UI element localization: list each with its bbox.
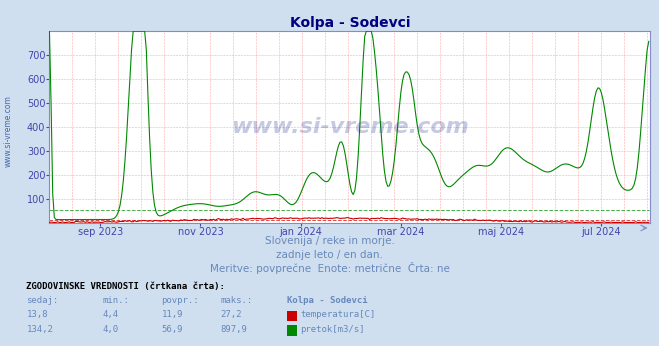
Text: zadnje leto / en dan.: zadnje leto / en dan. — [276, 250, 383, 260]
Text: 897,9: 897,9 — [221, 325, 248, 334]
Text: Meritve: povprečne  Enote: metrične  Črta: ne: Meritve: povprečne Enote: metrične Črta:… — [210, 262, 449, 274]
Text: Slovenija / reke in morje.: Slovenija / reke in morje. — [264, 236, 395, 246]
Text: 4,4: 4,4 — [102, 310, 118, 319]
Text: 134,2: 134,2 — [26, 325, 53, 334]
Text: 56,9: 56,9 — [161, 325, 183, 334]
Text: 13,8: 13,8 — [26, 310, 48, 319]
Text: www.si-vreme.com: www.si-vreme.com — [3, 95, 13, 167]
Text: sedaj:: sedaj: — [26, 296, 59, 305]
Text: 27,2: 27,2 — [221, 310, 243, 319]
Text: pretok[m3/s]: pretok[m3/s] — [301, 325, 365, 334]
Text: www.si-vreme.com: www.si-vreme.com — [231, 117, 469, 137]
Title: Kolpa - Sodevci: Kolpa - Sodevci — [290, 16, 410, 30]
Text: ZGODOVINSKE VREDNOSTI (črtkana črta):: ZGODOVINSKE VREDNOSTI (črtkana črta): — [26, 282, 225, 291]
Text: maks.:: maks.: — [221, 296, 253, 305]
Text: min.:: min.: — [102, 296, 129, 305]
Text: povpr.:: povpr.: — [161, 296, 199, 305]
Text: 11,9: 11,9 — [161, 310, 183, 319]
Text: 4,0: 4,0 — [102, 325, 118, 334]
Text: Kolpa - Sodevci: Kolpa - Sodevci — [287, 296, 367, 305]
Text: temperatura[C]: temperatura[C] — [301, 310, 376, 319]
